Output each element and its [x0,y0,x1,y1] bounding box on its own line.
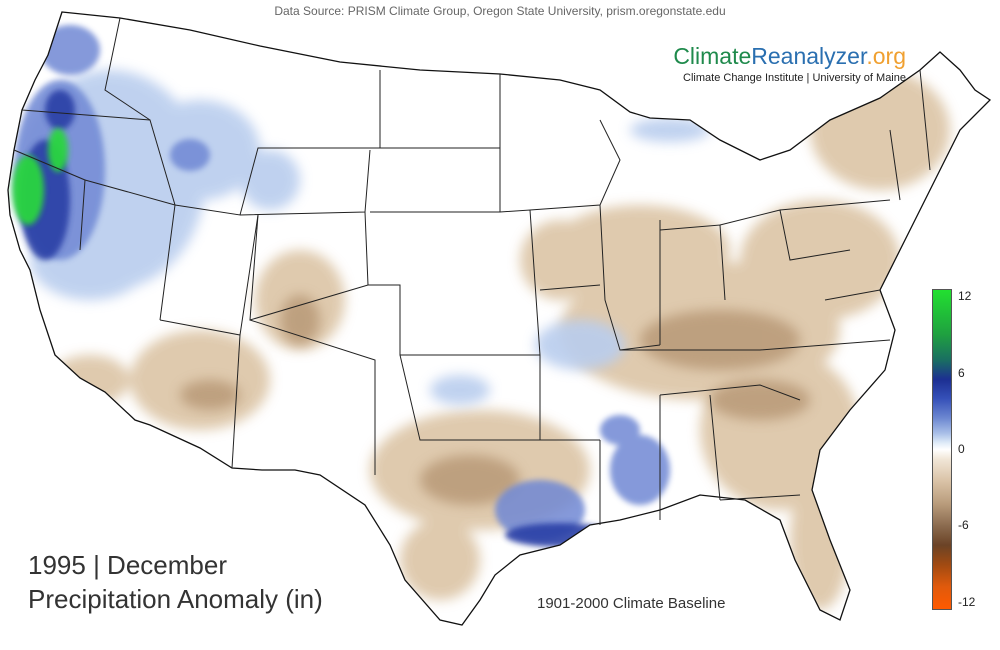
color-legend: 12 6 0 -6 -12 [932,289,975,610]
brand-block: ClimateReanalyzer.org Climate Change Ins… [673,42,906,84]
data-source: Data Source: PRISM Climate Group, Oregon… [274,4,726,18]
baseline-label: 1901-2000 Climate Baseline [537,595,726,612]
brand-logo[interactable]: ClimateReanalyzer.org [673,42,906,70]
logo-part-reanalyzer: Reanalyzer [751,43,867,69]
state-borders [7,11,991,626]
legend-tick-12: 12 [958,289,972,303]
legend-tick-6: 6 [958,366,965,380]
map-title: 1995 | December Precipitation Anomaly (i… [28,548,323,616]
title-variable: Precipitation Anomaly (in) [28,584,323,614]
logo-part-climate: Climate [673,43,752,69]
legend-colorbar [932,289,952,610]
legend-tick-0: 0 [958,442,965,456]
title-date: 1995 | December [28,550,227,580]
legend-tick-neg6: -6 [958,518,969,532]
brand-subtitle: Climate Change Institute | University of… [683,72,906,84]
legend-tick-neg12: -12 [958,595,976,609]
logo-part-tld: .org [866,43,906,69]
